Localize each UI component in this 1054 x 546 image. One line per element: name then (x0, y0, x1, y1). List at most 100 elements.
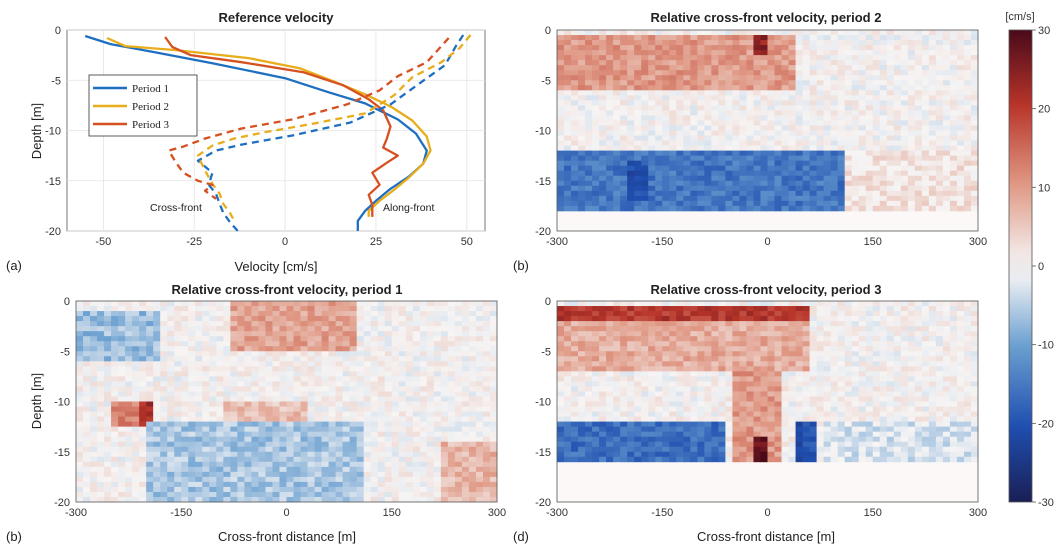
heat-cell (160, 496, 168, 503)
heat-cell (942, 185, 951, 192)
heat-cell (391, 411, 400, 417)
heat-cell (300, 381, 308, 387)
heat-cell (398, 481, 407, 488)
heat-cell (809, 110, 818, 116)
heat-cell (363, 331, 372, 337)
heat-cell (251, 466, 259, 473)
heat-cell (195, 461, 203, 468)
heat-cell (704, 100, 712, 106)
heat-cell (921, 110, 930, 116)
heat-cell (412, 321, 421, 327)
heat-cell (83, 391, 91, 397)
heat-cell (83, 381, 91, 387)
heat-cell (146, 466, 154, 473)
heat-cell (286, 321, 294, 327)
heat-cell (676, 145, 684, 151)
heat-cell (844, 125, 853, 131)
heat-cell (237, 426, 245, 433)
heat-cell (585, 60, 593, 66)
heat-cell (279, 386, 287, 392)
heat-cell (314, 351, 322, 357)
heat-cell (585, 205, 593, 212)
heat-cell (963, 80, 972, 86)
heat-cell (370, 496, 379, 503)
heat-cell (391, 446, 400, 453)
heat-cell (97, 476, 105, 483)
heat-cell (809, 165, 818, 172)
heat-cell (328, 351, 337, 357)
heat-cell (181, 491, 189, 498)
heat-cell (370, 311, 379, 317)
heat-cell (482, 301, 491, 307)
heat-cell (384, 366, 393, 372)
heat-cell (342, 426, 351, 433)
heat-cell (956, 85, 965, 91)
heat-cell (592, 371, 600, 377)
heat-cell (265, 491, 273, 498)
heat-cell (886, 135, 895, 141)
heat-cell (104, 496, 112, 503)
heat-cell (592, 356, 600, 362)
heat-cell (412, 381, 421, 387)
heat-cell (886, 190, 895, 197)
heat-cell (104, 316, 112, 322)
heat-cell (181, 451, 189, 458)
heat-cell (83, 371, 91, 377)
heat-cell (921, 185, 930, 192)
heat-cell (237, 436, 245, 443)
heat-cell (104, 411, 112, 417)
heat-cell (921, 105, 930, 111)
heat-cell (571, 336, 579, 342)
heat-cell (753, 120, 761, 126)
heat-cell (111, 466, 119, 473)
heat-cell (669, 180, 677, 187)
heat-cell (690, 50, 698, 56)
heat-cell (482, 336, 491, 342)
heat-cell (202, 471, 210, 478)
heat-cell (774, 135, 782, 141)
heat-cell (718, 155, 726, 162)
heat-cell (732, 55, 740, 61)
heat-cell (697, 75, 705, 81)
heat-cell (335, 491, 344, 498)
heat-cell (139, 301, 147, 307)
heat-cell (606, 361, 614, 367)
heat-cell (907, 135, 916, 141)
heat-cell (433, 326, 442, 332)
heat-cell (223, 391, 231, 397)
heat-cell (370, 371, 379, 377)
heat-cell (571, 50, 579, 56)
heat-cell (928, 60, 937, 66)
heat-cell (753, 60, 761, 66)
heat-cell (244, 311, 252, 317)
heat-cell (858, 140, 867, 146)
heat-cell (440, 386, 449, 392)
heat-cell (132, 356, 140, 362)
heat-cell (97, 326, 105, 332)
heat-cell (118, 466, 126, 473)
heat-cell (585, 441, 593, 448)
heat-cell (244, 381, 252, 387)
heat-cell (627, 120, 635, 126)
heat-cell (286, 306, 294, 312)
heat-cell (809, 55, 818, 61)
heat-cell (76, 426, 84, 433)
heat-cell (872, 115, 881, 121)
heat-cell (461, 356, 470, 362)
heat-cell (195, 476, 203, 483)
heat-cell (914, 155, 923, 162)
heat-cell (676, 155, 684, 162)
heat-cell (823, 55, 832, 61)
heat-cell (125, 366, 133, 372)
heat-cell (788, 100, 796, 106)
heat-cell (676, 150, 684, 157)
heat-cell (921, 130, 930, 136)
heat-cell (146, 416, 154, 422)
heat-cell (858, 80, 867, 86)
heat-cell (627, 75, 635, 81)
heat-cell (265, 486, 273, 493)
heat-cell (606, 175, 614, 182)
heat-cell (970, 155, 979, 162)
heat-cell (634, 170, 642, 177)
